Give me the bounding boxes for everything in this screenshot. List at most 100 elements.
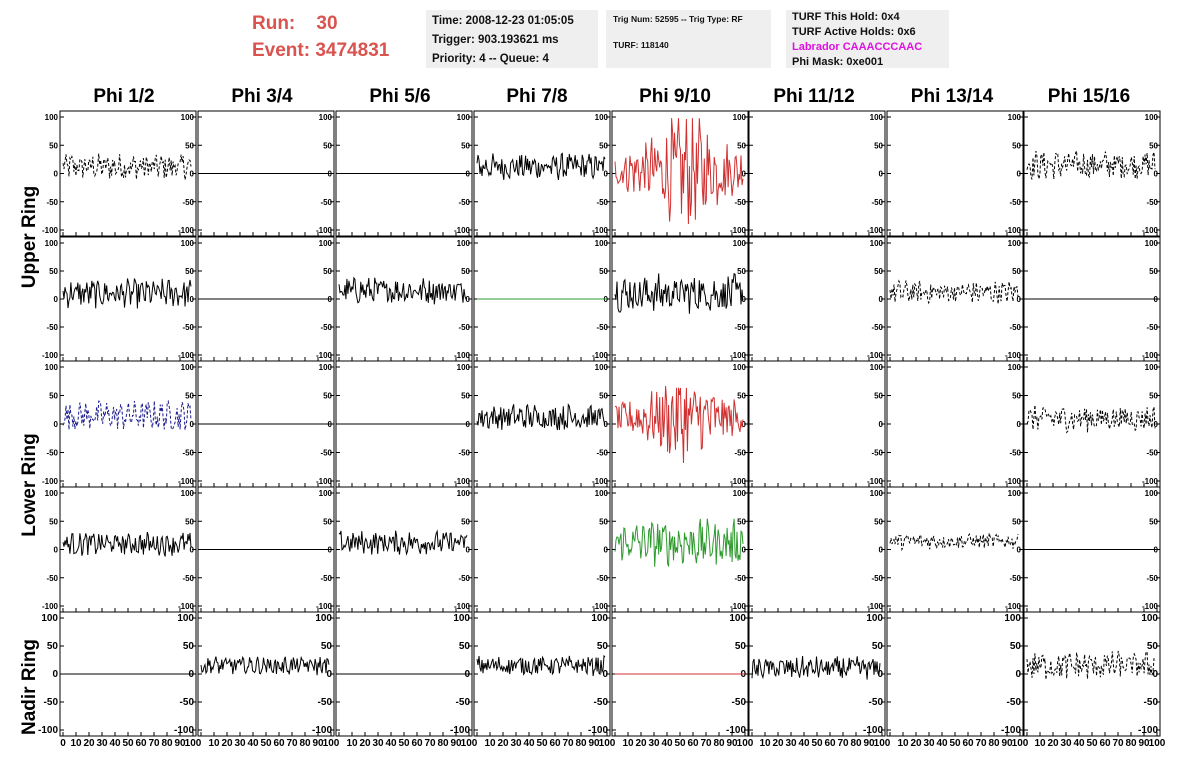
waveform-trace xyxy=(1026,404,1156,434)
y-tick-label: 0 xyxy=(190,295,195,304)
y-tick-label: -50 xyxy=(871,449,883,458)
y-tick-label: 0 xyxy=(742,295,747,304)
y-tick-label: 50 xyxy=(1012,267,1021,276)
y-tick-label: 50 xyxy=(323,517,332,526)
x-tick-label: 30 xyxy=(648,738,660,749)
y-tick-label: 0 xyxy=(604,170,609,179)
x-tick-label: 70 xyxy=(975,738,987,749)
y-tick-label: 0 xyxy=(742,170,747,179)
y-tick-label: 100 xyxy=(181,239,195,248)
y-tick-label: -100 xyxy=(1001,725,1021,736)
y-tick-label: 100 xyxy=(319,363,333,372)
y-tick-label: -100 xyxy=(178,602,195,611)
y-tick-label: 100 xyxy=(595,489,609,498)
x-tick-label: 80 xyxy=(299,738,311,749)
y-tick-label: 0 xyxy=(1154,420,1159,429)
waveform-trace xyxy=(614,385,744,464)
panel-frame xyxy=(473,110,611,237)
x-tick-label: 40 xyxy=(109,738,121,749)
y-tick-label: 0 xyxy=(742,546,747,555)
y-tick-label: 50 xyxy=(874,517,883,526)
y-tick-label: 50 xyxy=(874,141,883,150)
y-tick-label-left: -50 xyxy=(46,574,58,583)
waveform-trace xyxy=(614,272,744,314)
y-tick-label: 100 xyxy=(1145,363,1159,372)
trig-num-text: Trig Num: 52595 -- Trig Type: RF xyxy=(613,14,743,24)
y-tick-label: 0 xyxy=(1015,669,1021,680)
run-event-box: Run: 30 Event: 3474831 xyxy=(252,10,422,66)
panel-frame xyxy=(748,110,886,237)
panel-frame xyxy=(748,360,886,488)
trig-info-box: Trig Num: 52595 -- Trig Type: RF TURF: 1… xyxy=(606,10,771,68)
y-tick-label: 0 xyxy=(1154,170,1159,179)
y-tick-label: 50 xyxy=(1149,517,1158,526)
y-tick-label: -100 xyxy=(174,725,194,736)
y-tick-label: 50 xyxy=(1149,141,1158,150)
y-tick-label: -50 xyxy=(596,574,608,583)
y-tick-label: -50 xyxy=(734,449,746,458)
event-value: 3474831 xyxy=(315,40,390,61)
y-tick-label: 100 xyxy=(591,613,608,624)
y-tick-label: -50 xyxy=(320,574,332,583)
y-tick-label: -50 xyxy=(871,323,883,332)
y-tick-label: 50 xyxy=(737,141,746,150)
x-tick-label: 10 xyxy=(759,738,771,749)
y-tick-label: 100 xyxy=(319,239,333,248)
y-tick-label: 100 xyxy=(319,489,333,498)
y-tick-label: -50 xyxy=(180,697,195,708)
y-tick-label: -100 xyxy=(312,725,332,736)
x-tick-label: 40 xyxy=(661,738,673,749)
y-tick-label: 100 xyxy=(595,363,609,372)
y-tick-label: -100 xyxy=(592,226,609,235)
x-tick-label: 100 xyxy=(599,738,616,749)
y-tick-label-left: -100 xyxy=(42,602,59,611)
y-tick-label: 100 xyxy=(870,113,884,122)
x-tick-label: 30 xyxy=(1060,738,1072,749)
y-tick-label: 100 xyxy=(870,489,884,498)
y-tick-label: 100 xyxy=(1008,239,1022,248)
y-tick-label: -50 xyxy=(1146,323,1158,332)
x-tick-label: 100 xyxy=(874,738,891,749)
y-tick-label-left: -100 xyxy=(38,725,58,736)
y-tick-label: 100 xyxy=(733,113,747,122)
y-tick-label: -100 xyxy=(730,602,747,611)
col-label-phi-7-8: Phi 7/8 xyxy=(506,86,568,107)
y-tick-label: 50 xyxy=(599,517,608,526)
y-tick-label: 0 xyxy=(877,669,883,680)
y-tick-label-left: 100 xyxy=(41,613,58,624)
y-tick-label: 0 xyxy=(879,295,884,304)
y-tick-label: 100 xyxy=(457,239,471,248)
x-tick-label: 80 xyxy=(437,738,449,749)
y-tick-label: 100 xyxy=(866,613,883,624)
y-tick-label: -50 xyxy=(1146,449,1158,458)
y-tick-label: -50 xyxy=(458,323,470,332)
y-tick-label: 100 xyxy=(1141,613,1158,624)
y-tick-label: -50 xyxy=(456,697,471,708)
y-tick-label: 100 xyxy=(1008,113,1022,122)
y-tick-label: 50 xyxy=(737,517,746,526)
y-tick-label: 0 xyxy=(1017,420,1022,429)
y-tick-label: 0 xyxy=(190,546,195,555)
y-tick-label: 50 xyxy=(735,641,747,652)
y-tick-label: 50 xyxy=(183,641,195,652)
y-tick-label: 50 xyxy=(185,517,194,526)
x-tick-label: 100 xyxy=(1012,738,1029,749)
x-tick-label: 80 xyxy=(988,738,1000,749)
y-tick-label-left: 100 xyxy=(45,239,59,248)
y-tick-label: -100 xyxy=(592,477,609,486)
x-tick-label: 40 xyxy=(798,738,810,749)
y-tick-label-left: 50 xyxy=(47,641,59,652)
x-tick-label: 10 xyxy=(1034,738,1046,749)
panel-frame xyxy=(748,486,886,613)
y-tick-label: -50 xyxy=(1144,697,1159,708)
panel-frame xyxy=(886,110,1024,237)
y-tick-label-left: 0 xyxy=(54,170,59,179)
y-tick-label-left: -50 xyxy=(46,449,58,458)
y-tick-label: 100 xyxy=(457,363,471,372)
x-tick-label: 20 xyxy=(635,738,647,749)
y-tick-label: 100 xyxy=(733,489,747,498)
y-tick-label: -50 xyxy=(458,574,470,583)
y-tick-label-left: 0 xyxy=(54,295,59,304)
x-tick-label: 20 xyxy=(359,738,371,749)
y-tick-label: 50 xyxy=(599,267,608,276)
